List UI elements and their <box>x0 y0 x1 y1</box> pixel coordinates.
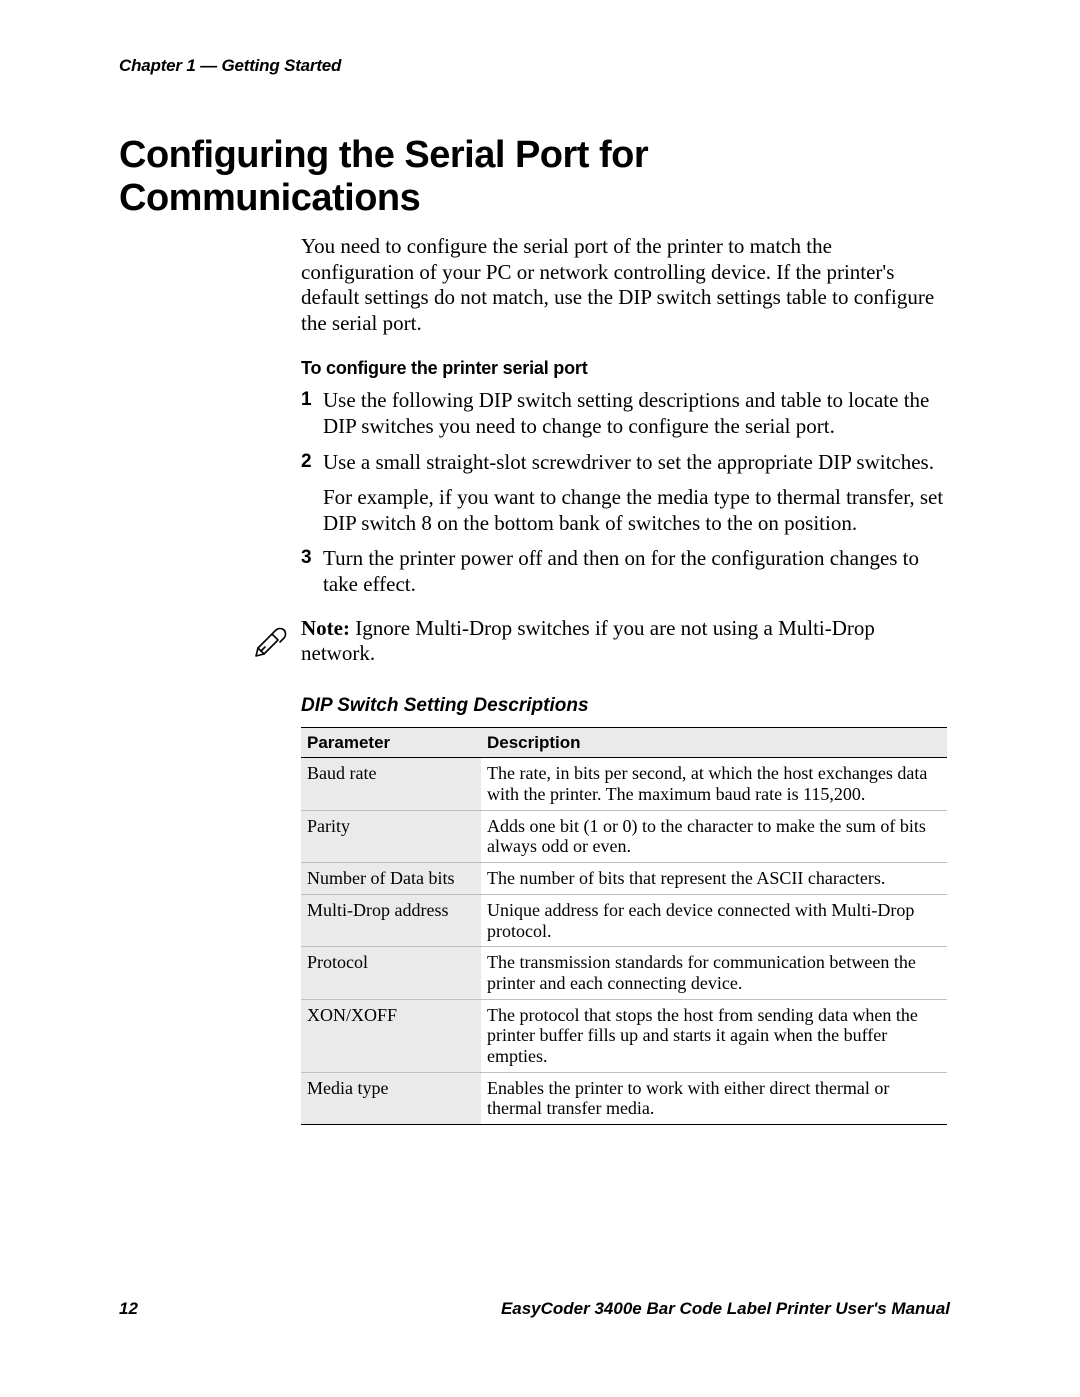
cell-description: The number of bits that represent the AS… <box>481 863 947 895</box>
note-text: Note: Ignore Multi-Drop switches if you … <box>301 616 950 667</box>
table-header-row: Parameter Description <box>301 727 947 758</box>
section-heading: Configuring the Serial Port for Communic… <box>119 134 950 220</box>
note-block: Note: Ignore Multi-Drop switches if you … <box>252 616 950 667</box>
cell-parameter: Protocol <box>301 947 481 999</box>
page-number: 12 <box>119 1299 138 1319</box>
cell-description: The rate, in bits per second, at which t… <box>481 758 947 810</box>
step-3: 3 Turn the printer power off and then on… <box>301 546 950 597</box>
table-row: XON/XOFF The protocol that stops the hos… <box>301 999 947 1072</box>
step-number: 3 <box>301 546 312 569</box>
step-number: 1 <box>301 388 312 411</box>
intro-paragraph: You need to configure the serial port of… <box>301 234 950 336</box>
cell-parameter: Media type <box>301 1072 481 1124</box>
step-number: 2 <box>301 450 312 473</box>
table-row: Protocol The transmission standards for … <box>301 947 947 999</box>
cell-description: The protocol that stops the host from se… <box>481 999 947 1072</box>
table-row: Parity Adds one bit (1 or 0) to the char… <box>301 810 947 862</box>
cell-parameter: Number of Data bits <box>301 863 481 895</box>
table-row: Number of Data bits The number of bits t… <box>301 863 947 895</box>
page-footer: 12 EasyCoder 3400e Bar Code Label Printe… <box>119 1299 950 1319</box>
step-text: Turn the printer power off and then on f… <box>323 546 950 597</box>
procedure-steps: 1 Use the following DIP switch setting d… <box>301 388 950 597</box>
note-label: Note: <box>301 616 350 640</box>
table-row: Baud rate The rate, in bits per second, … <box>301 758 947 810</box>
table-title: DIP Switch Setting Descriptions <box>301 695 950 717</box>
manual-title: EasyCoder 3400e Bar Code Label Printer U… <box>501 1299 950 1319</box>
cell-parameter: Multi-Drop address <box>301 894 481 946</box>
procedure-title: To configure the printer serial port <box>301 358 950 380</box>
note-body: Ignore Multi-Drop switches if you are no… <box>301 616 875 666</box>
cell-description: The transmission standards for communica… <box>481 947 947 999</box>
table-row: Media type Enables the printer to work w… <box>301 1072 947 1124</box>
cell-parameter: Parity <box>301 810 481 862</box>
cell-description: Adds one bit (1 or 0) to the character t… <box>481 810 947 862</box>
step-text: Use a small straight-slot screwdriver to… <box>323 450 950 476</box>
step-1: 1 Use the following DIP switch setting d… <box>301 388 950 439</box>
cell-parameter: Baud rate <box>301 758 481 810</box>
body-block: You need to configure the serial port of… <box>301 234 950 598</box>
chapter-header: Chapter 1 — Getting Started <box>119 56 950 76</box>
table-row: Multi-Drop address Unique address for ea… <box>301 894 947 946</box>
step-2: 2 Use a small straight-slot screwdriver … <box>301 450 950 537</box>
col-parameter: Parameter <box>301 727 481 758</box>
page-content: Chapter 1 — Getting Started Configuring … <box>119 56 950 1317</box>
note-icon <box>252 618 292 663</box>
col-description: Description <box>481 727 947 758</box>
cell-description: Unique address for each device connected… <box>481 894 947 946</box>
step-extra: For example, if you want to change the m… <box>323 485 950 536</box>
cell-description: Enables the printer to work with either … <box>481 1072 947 1124</box>
cell-parameter: XON/XOFF <box>301 999 481 1072</box>
dip-switch-table: Parameter Description Baud rate The rate… <box>301 727 947 1125</box>
step-text: Use the following DIP switch setting des… <box>323 388 950 439</box>
